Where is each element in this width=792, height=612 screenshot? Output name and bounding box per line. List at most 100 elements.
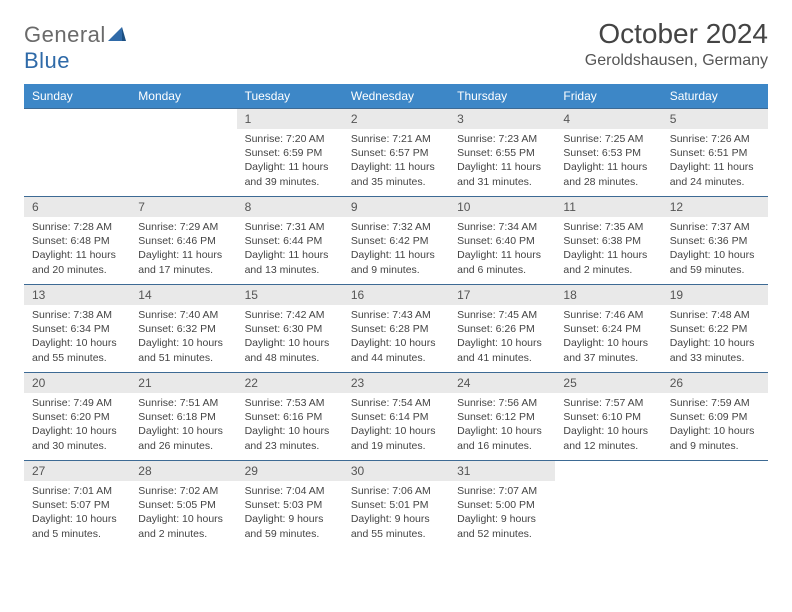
- day-number: 30: [343, 461, 449, 481]
- day-number: 4: [555, 109, 661, 129]
- weekday-header: Tuesday: [237, 84, 343, 109]
- calendar-cell: 2Sunrise: 7:21 AMSunset: 6:57 PMDaylight…: [343, 109, 449, 197]
- calendar-cell: [555, 461, 661, 549]
- calendar-cell: 3Sunrise: 7:23 AMSunset: 6:55 PMDaylight…: [449, 109, 555, 197]
- calendar-week-row: 20Sunrise: 7:49 AMSunset: 6:20 PMDayligh…: [24, 373, 768, 461]
- day-data: Sunrise: 7:48 AMSunset: 6:22 PMDaylight:…: [662, 305, 768, 371]
- day-number: 11: [555, 197, 661, 217]
- day-data: Sunrise: 7:43 AMSunset: 6:28 PMDaylight:…: [343, 305, 449, 371]
- day-number: 21: [130, 373, 236, 393]
- day-data: Sunrise: 7:38 AMSunset: 6:34 PMDaylight:…: [24, 305, 130, 371]
- calendar-cell: 14Sunrise: 7:40 AMSunset: 6:32 PMDayligh…: [130, 285, 236, 373]
- calendar-table: SundayMondayTuesdayWednesdayThursdayFrid…: [24, 84, 768, 549]
- day-number: 10: [449, 197, 555, 217]
- day-data: Sunrise: 7:46 AMSunset: 6:24 PMDaylight:…: [555, 305, 661, 371]
- day-data: Sunrise: 7:49 AMSunset: 6:20 PMDaylight:…: [24, 393, 130, 459]
- day-number: 9: [343, 197, 449, 217]
- calendar-cell: 21Sunrise: 7:51 AMSunset: 6:18 PMDayligh…: [130, 373, 236, 461]
- day-number: 16: [343, 285, 449, 305]
- calendar-week-row: 13Sunrise: 7:38 AMSunset: 6:34 PMDayligh…: [24, 285, 768, 373]
- calendar-cell: 15Sunrise: 7:42 AMSunset: 6:30 PMDayligh…: [237, 285, 343, 373]
- day-number: 6: [24, 197, 130, 217]
- day-number: 2: [343, 109, 449, 129]
- day-data: Sunrise: 7:21 AMSunset: 6:57 PMDaylight:…: [343, 129, 449, 195]
- day-number: 20: [24, 373, 130, 393]
- day-data: Sunrise: 7:37 AMSunset: 6:36 PMDaylight:…: [662, 217, 768, 283]
- calendar-cell: 20Sunrise: 7:49 AMSunset: 6:20 PMDayligh…: [24, 373, 130, 461]
- calendar-cell: 8Sunrise: 7:31 AMSunset: 6:44 PMDaylight…: [237, 197, 343, 285]
- day-data: Sunrise: 7:57 AMSunset: 6:10 PMDaylight:…: [555, 393, 661, 459]
- day-number: 29: [237, 461, 343, 481]
- calendar-cell: 23Sunrise: 7:54 AMSunset: 6:14 PMDayligh…: [343, 373, 449, 461]
- sail-icon: [108, 26, 126, 42]
- day-data: Sunrise: 7:01 AMSunset: 5:07 PMDaylight:…: [24, 481, 130, 547]
- calendar-cell: [24, 109, 130, 197]
- title-block: October 2024 Geroldshausen, Germany: [585, 18, 768, 70]
- weekday-header: Saturday: [662, 84, 768, 109]
- calendar-cell: 6Sunrise: 7:28 AMSunset: 6:48 PMDaylight…: [24, 197, 130, 285]
- day-data: Sunrise: 7:23 AMSunset: 6:55 PMDaylight:…: [449, 129, 555, 195]
- brand-text: GeneralBlue: [24, 22, 126, 74]
- calendar-cell: 4Sunrise: 7:25 AMSunset: 6:53 PMDaylight…: [555, 109, 661, 197]
- calendar-cell: 25Sunrise: 7:57 AMSunset: 6:10 PMDayligh…: [555, 373, 661, 461]
- calendar-cell: 11Sunrise: 7:35 AMSunset: 6:38 PMDayligh…: [555, 197, 661, 285]
- day-number: 18: [555, 285, 661, 305]
- calendar-cell: 18Sunrise: 7:46 AMSunset: 6:24 PMDayligh…: [555, 285, 661, 373]
- day-data: Sunrise: 7:53 AMSunset: 6:16 PMDaylight:…: [237, 393, 343, 459]
- day-number: 24: [449, 373, 555, 393]
- day-data: Sunrise: 7:51 AMSunset: 6:18 PMDaylight:…: [130, 393, 236, 459]
- day-number: 5: [662, 109, 768, 129]
- day-number: 12: [662, 197, 768, 217]
- calendar-cell: [130, 109, 236, 197]
- location: Geroldshausen, Germany: [585, 52, 768, 70]
- brand-logo: GeneralBlue: [24, 18, 126, 74]
- day-number: 17: [449, 285, 555, 305]
- day-data: Sunrise: 7:04 AMSunset: 5:03 PMDaylight:…: [237, 481, 343, 547]
- day-number: 8: [237, 197, 343, 217]
- day-number: 7: [130, 197, 236, 217]
- day-data: Sunrise: 7:40 AMSunset: 6:32 PMDaylight:…: [130, 305, 236, 371]
- day-data: Sunrise: 7:32 AMSunset: 6:42 PMDaylight:…: [343, 217, 449, 283]
- month-title: October 2024: [585, 18, 768, 50]
- calendar-cell: 13Sunrise: 7:38 AMSunset: 6:34 PMDayligh…: [24, 285, 130, 373]
- day-number: 14: [130, 285, 236, 305]
- calendar-cell: 7Sunrise: 7:29 AMSunset: 6:46 PMDaylight…: [130, 197, 236, 285]
- calendar-cell: 22Sunrise: 7:53 AMSunset: 6:16 PMDayligh…: [237, 373, 343, 461]
- calendar-cell: 17Sunrise: 7:45 AMSunset: 6:26 PMDayligh…: [449, 285, 555, 373]
- weekday-header: Sunday: [24, 84, 130, 109]
- day-data: Sunrise: 7:07 AMSunset: 5:00 PMDaylight:…: [449, 481, 555, 547]
- calendar-week-row: 27Sunrise: 7:01 AMSunset: 5:07 PMDayligh…: [24, 461, 768, 549]
- calendar-week-row: 6Sunrise: 7:28 AMSunset: 6:48 PMDaylight…: [24, 197, 768, 285]
- calendar-cell: 10Sunrise: 7:34 AMSunset: 6:40 PMDayligh…: [449, 197, 555, 285]
- day-data: Sunrise: 7:42 AMSunset: 6:30 PMDaylight:…: [237, 305, 343, 371]
- day-number: 3: [449, 109, 555, 129]
- day-data: Sunrise: 7:26 AMSunset: 6:51 PMDaylight:…: [662, 129, 768, 195]
- day-number: 22: [237, 373, 343, 393]
- calendar-header-row: SundayMondayTuesdayWednesdayThursdayFrid…: [24, 84, 768, 109]
- calendar-cell: 28Sunrise: 7:02 AMSunset: 5:05 PMDayligh…: [130, 461, 236, 549]
- day-number: 28: [130, 461, 236, 481]
- weekday-header: Monday: [130, 84, 236, 109]
- calendar-cell: 16Sunrise: 7:43 AMSunset: 6:28 PMDayligh…: [343, 285, 449, 373]
- day-number: 23: [343, 373, 449, 393]
- day-number: 13: [24, 285, 130, 305]
- weekday-header: Thursday: [449, 84, 555, 109]
- day-number: 1: [237, 109, 343, 129]
- calendar-week-row: 1Sunrise: 7:20 AMSunset: 6:59 PMDaylight…: [24, 109, 768, 197]
- calendar-cell: 31Sunrise: 7:07 AMSunset: 5:00 PMDayligh…: [449, 461, 555, 549]
- calendar-cell: 19Sunrise: 7:48 AMSunset: 6:22 PMDayligh…: [662, 285, 768, 373]
- calendar-cell: 26Sunrise: 7:59 AMSunset: 6:09 PMDayligh…: [662, 373, 768, 461]
- day-data: Sunrise: 7:02 AMSunset: 5:05 PMDaylight:…: [130, 481, 236, 547]
- day-data: Sunrise: 7:59 AMSunset: 6:09 PMDaylight:…: [662, 393, 768, 459]
- day-data: Sunrise: 7:56 AMSunset: 6:12 PMDaylight:…: [449, 393, 555, 459]
- weekday-header: Friday: [555, 84, 661, 109]
- day-data: Sunrise: 7:54 AMSunset: 6:14 PMDaylight:…: [343, 393, 449, 459]
- calendar-cell: 9Sunrise: 7:32 AMSunset: 6:42 PMDaylight…: [343, 197, 449, 285]
- header: GeneralBlue October 2024 Geroldshausen, …: [24, 18, 768, 74]
- calendar-cell: 27Sunrise: 7:01 AMSunset: 5:07 PMDayligh…: [24, 461, 130, 549]
- brand-part1: General: [24, 22, 106, 47]
- day-data: Sunrise: 7:34 AMSunset: 6:40 PMDaylight:…: [449, 217, 555, 283]
- calendar-page: GeneralBlue October 2024 Geroldshausen, …: [0, 0, 792, 567]
- day-data: Sunrise: 7:29 AMSunset: 6:46 PMDaylight:…: [130, 217, 236, 283]
- calendar-cell: 5Sunrise: 7:26 AMSunset: 6:51 PMDaylight…: [662, 109, 768, 197]
